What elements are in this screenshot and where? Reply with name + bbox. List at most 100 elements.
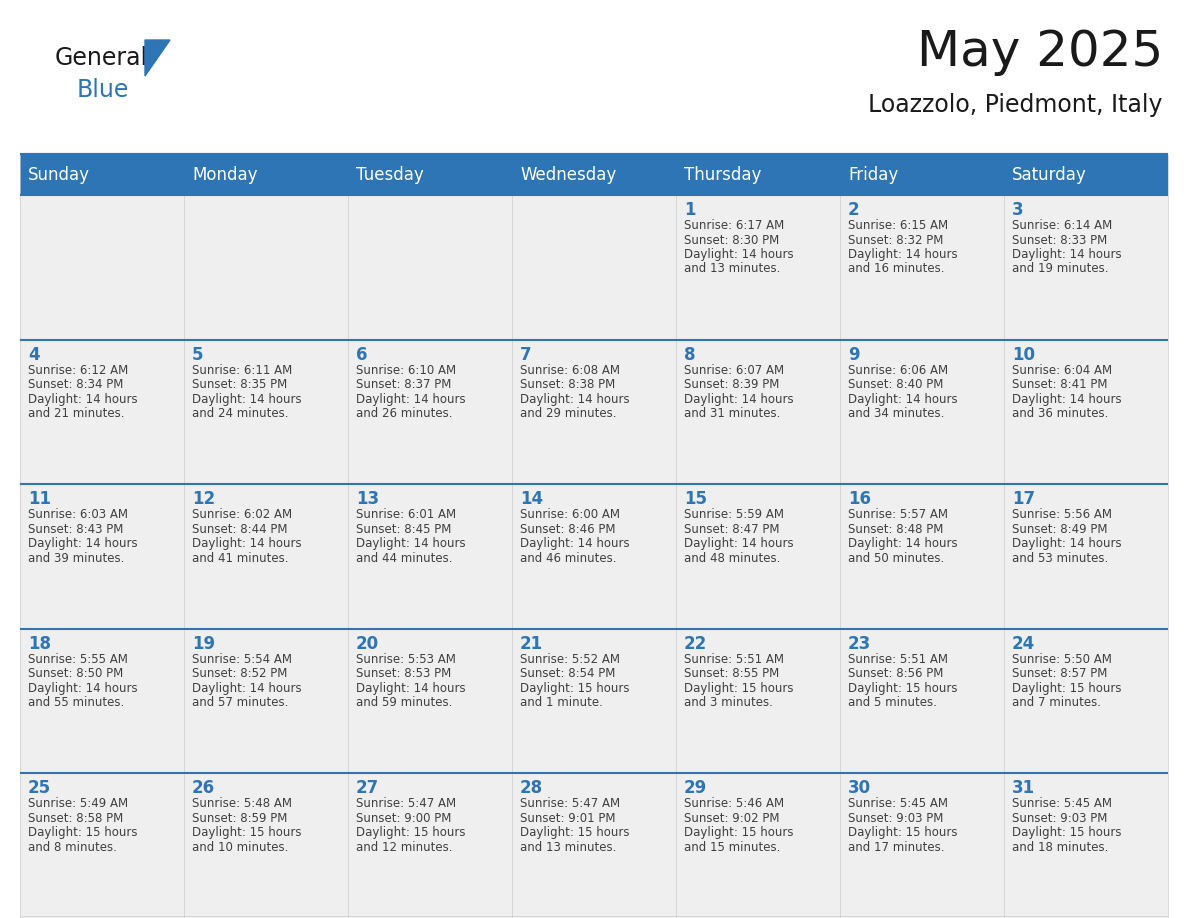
Text: and 39 minutes.: and 39 minutes. [29, 552, 125, 565]
Text: Saturday: Saturday [1012, 166, 1087, 184]
Text: Sunset: 8:58 PM: Sunset: 8:58 PM [29, 812, 124, 825]
Text: 25: 25 [29, 779, 51, 798]
Text: Thursday: Thursday [684, 166, 762, 184]
Text: Sunrise: 5:49 AM: Sunrise: 5:49 AM [29, 798, 128, 811]
Text: and 34 minutes.: and 34 minutes. [848, 407, 944, 420]
Text: Wednesday: Wednesday [520, 166, 617, 184]
Text: Sunset: 8:49 PM: Sunset: 8:49 PM [1012, 522, 1107, 536]
Text: Daylight: 15 hours: Daylight: 15 hours [684, 682, 794, 695]
Text: Sunrise: 5:46 AM: Sunrise: 5:46 AM [684, 798, 784, 811]
Bar [184, 484, 348, 629]
Text: Daylight: 14 hours: Daylight: 14 hours [192, 537, 302, 550]
Text: and 53 minutes.: and 53 minutes. [1012, 552, 1108, 565]
Text: 17: 17 [1012, 490, 1035, 509]
Text: Sunrise: 5:59 AM: Sunrise: 5:59 AM [684, 509, 784, 521]
Text: Daylight: 14 hours: Daylight: 14 hours [192, 393, 302, 406]
Text: Sunrise: 6:06 AM: Sunrise: 6:06 AM [848, 364, 948, 376]
Bar [840, 629, 1004, 773]
Text: Sunset: 8:48 PM: Sunset: 8:48 PM [848, 522, 943, 536]
Text: and 1 minute.: and 1 minute. [520, 696, 602, 710]
Text: 28: 28 [520, 779, 543, 798]
Bar [1004, 773, 1168, 918]
Text: Sunrise: 6:08 AM: Sunrise: 6:08 AM [520, 364, 620, 376]
Text: Daylight: 15 hours: Daylight: 15 hours [192, 826, 302, 839]
Text: and 50 minutes.: and 50 minutes. [848, 552, 944, 565]
Text: Sunset: 8:50 PM: Sunset: 8:50 PM [29, 667, 124, 680]
Text: Sunrise: 6:01 AM: Sunrise: 6:01 AM [356, 509, 456, 521]
Text: Sunrise: 6:03 AM: Sunrise: 6:03 AM [29, 509, 128, 521]
Text: and 5 minutes.: and 5 minutes. [848, 696, 937, 710]
Text: 14: 14 [520, 490, 543, 509]
Text: Sunset: 8:37 PM: Sunset: 8:37 PM [356, 378, 451, 391]
Text: and 29 minutes.: and 29 minutes. [520, 407, 617, 420]
Text: Sunset: 8:53 PM: Sunset: 8:53 PM [356, 667, 451, 680]
Text: Sunset: 9:03 PM: Sunset: 9:03 PM [848, 812, 943, 825]
Polygon shape [145, 40, 170, 76]
Bar [348, 195, 512, 340]
Text: Daylight: 14 hours: Daylight: 14 hours [684, 393, 794, 406]
Text: Sunrise: 6:07 AM: Sunrise: 6:07 AM [684, 364, 784, 376]
Text: Daylight: 14 hours: Daylight: 14 hours [684, 248, 794, 261]
Bar [184, 773, 348, 918]
Text: 16: 16 [848, 490, 871, 509]
Text: Loazzolo, Piedmont, Italy: Loazzolo, Piedmont, Italy [868, 93, 1163, 117]
Bar [1004, 195, 1168, 340]
Text: 20: 20 [356, 635, 379, 653]
Text: Daylight: 14 hours: Daylight: 14 hours [29, 393, 138, 406]
Bar [512, 484, 676, 629]
Text: Sunset: 8:30 PM: Sunset: 8:30 PM [684, 233, 779, 247]
Text: Sunset: 8:54 PM: Sunset: 8:54 PM [520, 667, 615, 680]
Text: Daylight: 15 hours: Daylight: 15 hours [848, 826, 958, 839]
Text: 9: 9 [848, 345, 860, 364]
Text: Sunrise: 6:15 AM: Sunrise: 6:15 AM [848, 219, 948, 232]
Text: and 13 minutes.: and 13 minutes. [684, 263, 781, 275]
Bar [512, 195, 676, 340]
Bar [840, 484, 1004, 629]
Text: Daylight: 15 hours: Daylight: 15 hours [356, 826, 466, 839]
Text: Sunrise: 5:57 AM: Sunrise: 5:57 AM [848, 509, 948, 521]
Text: Sunrise: 6:14 AM: Sunrise: 6:14 AM [1012, 219, 1112, 232]
Text: Sunset: 8:39 PM: Sunset: 8:39 PM [684, 378, 779, 391]
Text: Sunrise: 5:51 AM: Sunrise: 5:51 AM [684, 653, 784, 666]
Text: Daylight: 14 hours: Daylight: 14 hours [848, 393, 958, 406]
Text: 1: 1 [684, 201, 695, 219]
Text: Sunset: 8:55 PM: Sunset: 8:55 PM [684, 667, 779, 680]
Text: and 17 minutes.: and 17 minutes. [848, 841, 944, 854]
Text: and 3 minutes.: and 3 minutes. [684, 696, 773, 710]
Bar [20, 484, 184, 629]
Bar [20, 773, 184, 918]
Bar [20, 340, 184, 484]
Text: and 57 minutes.: and 57 minutes. [192, 696, 289, 710]
Text: Sunset: 8:56 PM: Sunset: 8:56 PM [848, 667, 943, 680]
Text: and 41 minutes.: and 41 minutes. [192, 552, 289, 565]
Text: 18: 18 [29, 635, 51, 653]
Bar [1004, 340, 1168, 484]
Text: Daylight: 15 hours: Daylight: 15 hours [1012, 682, 1121, 695]
Text: Daylight: 15 hours: Daylight: 15 hours [29, 826, 138, 839]
Text: May 2025: May 2025 [917, 28, 1163, 76]
Text: Sunset: 8:45 PM: Sunset: 8:45 PM [356, 522, 451, 536]
Text: Sunset: 8:59 PM: Sunset: 8:59 PM [192, 812, 287, 825]
Text: Daylight: 15 hours: Daylight: 15 hours [520, 682, 630, 695]
Bar [20, 195, 184, 340]
Text: Sunrise: 5:54 AM: Sunrise: 5:54 AM [192, 653, 292, 666]
Text: and 7 minutes.: and 7 minutes. [1012, 696, 1101, 710]
Text: 19: 19 [192, 635, 215, 653]
Text: Sunset: 8:46 PM: Sunset: 8:46 PM [520, 522, 615, 536]
Text: Sunrise: 6:17 AM: Sunrise: 6:17 AM [684, 219, 784, 232]
Text: Sunset: 9:02 PM: Sunset: 9:02 PM [684, 812, 779, 825]
Bar [676, 340, 840, 484]
Text: Sunset: 8:40 PM: Sunset: 8:40 PM [848, 378, 943, 391]
Text: Sunrise: 5:51 AM: Sunrise: 5:51 AM [848, 653, 948, 666]
Bar [1004, 629, 1168, 773]
Text: Friday: Friday [848, 166, 898, 184]
Text: Daylight: 14 hours: Daylight: 14 hours [1012, 248, 1121, 261]
Text: Sunset: 8:57 PM: Sunset: 8:57 PM [1012, 667, 1107, 680]
Text: Daylight: 15 hours: Daylight: 15 hours [848, 682, 958, 695]
Text: 2: 2 [848, 201, 860, 219]
Text: Sunrise: 5:48 AM: Sunrise: 5:48 AM [192, 798, 292, 811]
Text: and 24 minutes.: and 24 minutes. [192, 407, 289, 420]
Text: 22: 22 [684, 635, 707, 653]
Bar [512, 340, 676, 484]
Text: and 8 minutes.: and 8 minutes. [29, 841, 116, 854]
